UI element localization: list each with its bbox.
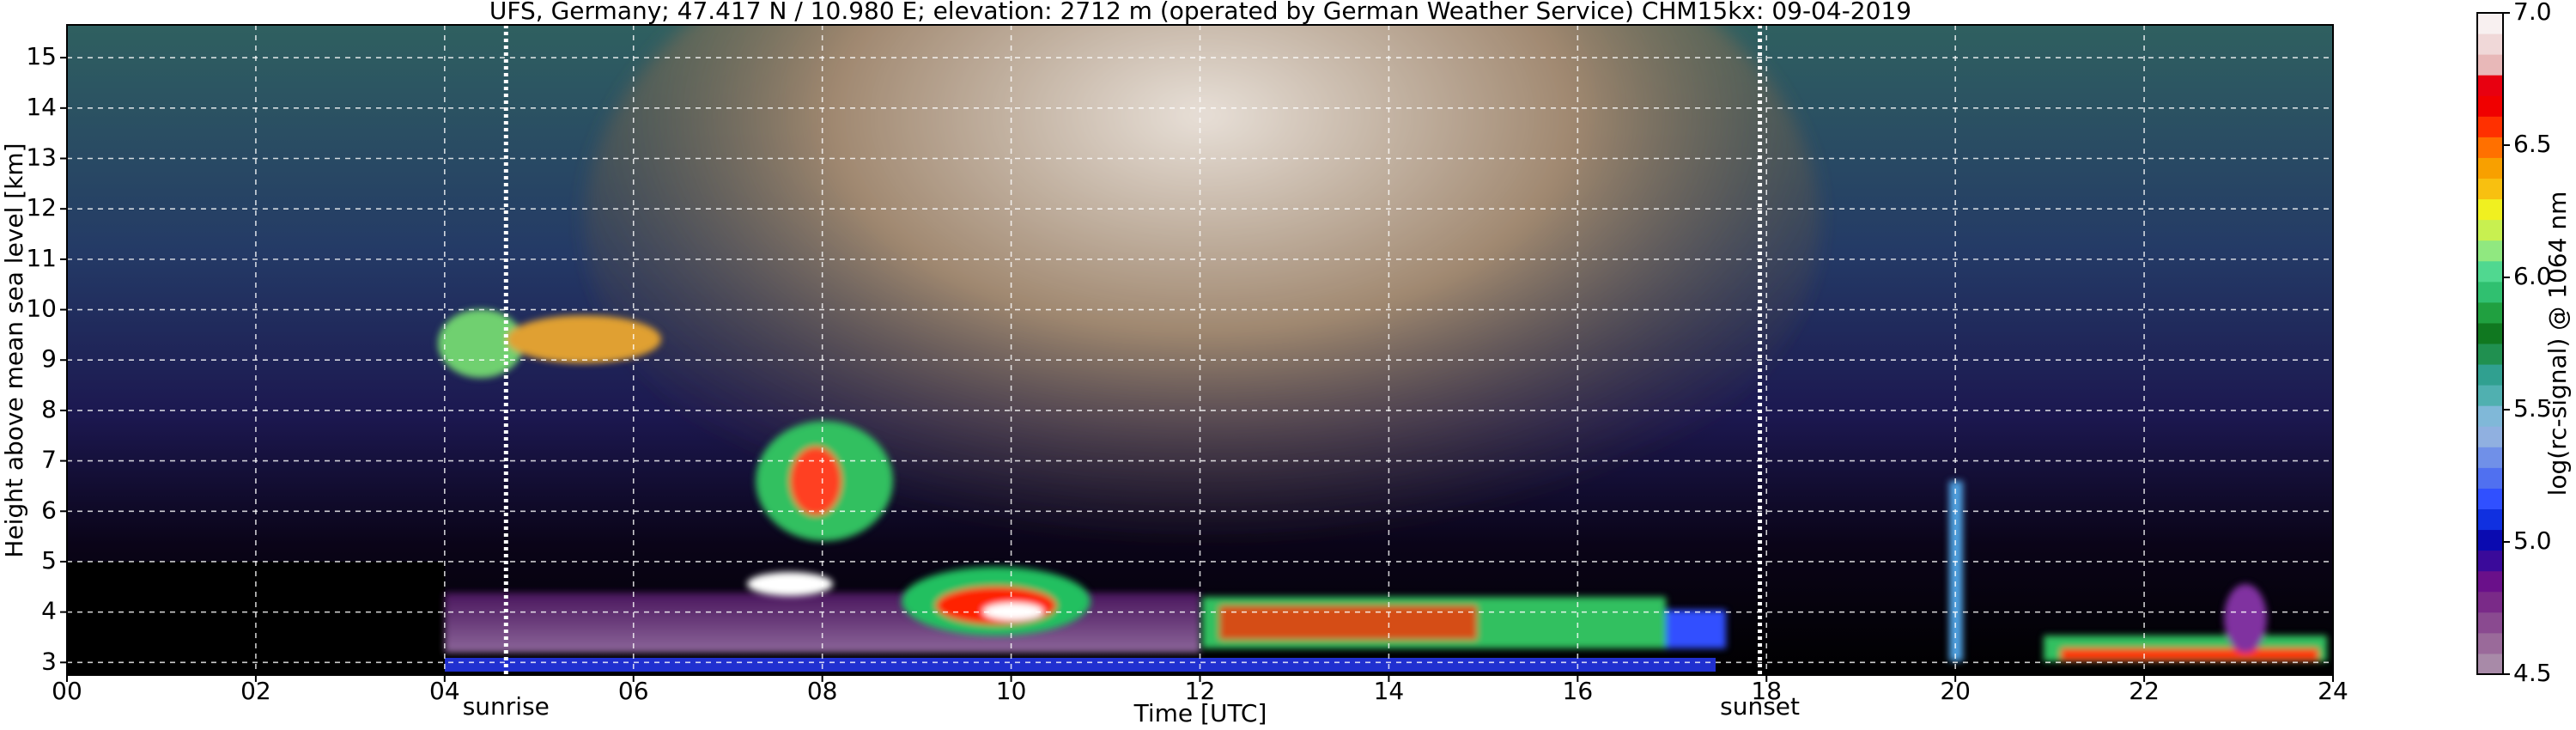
colorbar-segment <box>2477 95 2503 117</box>
x-tick-label: 00 <box>52 677 82 705</box>
colorbar-segment <box>2477 611 2503 634</box>
colorbar-segment <box>2477 240 2503 262</box>
y-tick-label: 15 <box>26 42 57 70</box>
colorbar-segment <box>2477 178 2503 200</box>
y-tick-label: 3 <box>41 647 57 675</box>
annotations <box>503 25 1763 675</box>
colorbar-segment <box>2477 281 2503 303</box>
colorbar-tick-label: 7.0 <box>2513 0 2552 26</box>
x-tick-label: 02 <box>240 677 271 705</box>
colorbar-segment <box>2477 405 2503 427</box>
colorbar-segment <box>2477 529 2503 551</box>
colorbar-segment <box>2477 137 2503 158</box>
y-tick-label: 14 <box>26 93 57 121</box>
x-tick-label: 22 <box>2129 677 2160 705</box>
colorbar-segment <box>2477 116 2503 137</box>
x-tick-label: 10 <box>996 677 1027 705</box>
colorbar-segment <box>2477 508 2503 531</box>
colorbar-segment <box>2477 198 2503 221</box>
x-tick-label: 14 <box>1374 677 1405 705</box>
annotation-label: sunrise <box>463 692 550 721</box>
colorbar-segment <box>2477 570 2503 593</box>
y-tick-label: 12 <box>26 193 57 222</box>
y-tick-label: 9 <box>41 344 57 373</box>
colorbar-segment <box>2477 33 2503 55</box>
colorbar-segment <box>2477 219 2503 241</box>
colorbar-tick-label: 5.5 <box>2513 394 2552 423</box>
y-tick-label: 6 <box>41 496 57 524</box>
x-tick-label: 12 <box>1185 677 1216 705</box>
chart-title: UFS, Germany; 47.417 N / 10.980 E; eleva… <box>489 0 1911 25</box>
grid <box>66 25 2334 675</box>
x-tick-label: 08 <box>807 677 838 705</box>
y-tick-label: 7 <box>41 446 57 474</box>
colorbar-tick-label: 4.5 <box>2513 659 2552 687</box>
colorbar-segment <box>2477 344 2503 365</box>
colorbar-frame <box>2476 12 2504 675</box>
colorbar-segment <box>2477 13 2503 34</box>
colorbar-segment <box>2477 301 2503 324</box>
colorbar-segment <box>2477 364 2503 386</box>
colorbar-tick-label: 6.0 <box>2513 262 2552 290</box>
y-tick-label: 10 <box>26 295 57 323</box>
x-axis-label: Time [UTC] <box>1133 699 1267 727</box>
colorbar-segment <box>2477 54 2503 76</box>
x-tick-label: 06 <box>618 677 649 705</box>
colorbar-segment <box>2477 385 2503 406</box>
y-tick-label: 4 <box>41 597 57 625</box>
y-tick-label: 8 <box>41 395 57 423</box>
colorbar-segment <box>2477 632 2503 654</box>
colorbar-tick-label: 5.0 <box>2513 526 2552 555</box>
colorbar-segment <box>2477 550 2503 572</box>
colorbar-segment <box>2477 157 2503 179</box>
heatmap-background <box>67 25 2333 675</box>
x-tick-label: 20 <box>1940 677 1971 705</box>
colorbar-label: log(rc-signal) @ 1064 nm <box>2543 192 2572 496</box>
colorbar-segment <box>2477 488 2503 509</box>
colorbar-segment <box>2477 322 2503 344</box>
x-tick-label: 16 <box>1563 677 1594 705</box>
y-tick-label: 13 <box>26 143 57 172</box>
colorbar-segment <box>2477 260 2503 283</box>
x-tick-label: 04 <box>429 677 460 705</box>
y-axis-label: Height above mean sea level [km] <box>0 143 28 557</box>
x-tick-label: 18 <box>1751 677 1782 705</box>
y-tick-label: 5 <box>41 546 57 575</box>
colorbar-segment <box>2477 75 2503 96</box>
x-tick-label: 24 <box>2318 677 2348 705</box>
colorbar-segment <box>2477 467 2503 489</box>
colorbar-tick-label: 6.5 <box>2513 130 2552 158</box>
colorbar-segment <box>2477 653 2503 675</box>
colorbar-segment <box>2477 447 2503 468</box>
colorbar-segment <box>2477 426 2503 447</box>
y-tick-label: 11 <box>26 244 57 272</box>
annotation-label: sunset <box>1720 692 1800 721</box>
colorbar-segment <box>2477 591 2503 613</box>
